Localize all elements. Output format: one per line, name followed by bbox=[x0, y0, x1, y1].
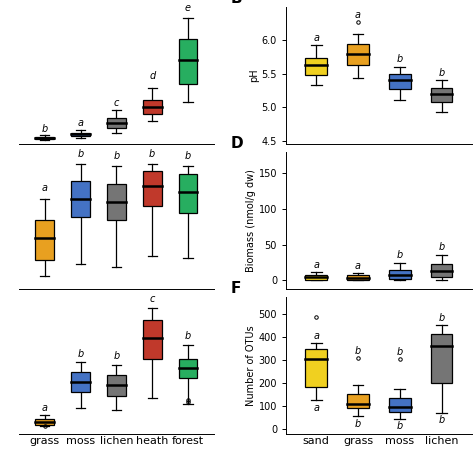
Text: b: b bbox=[113, 352, 119, 362]
FancyBboxPatch shape bbox=[36, 419, 54, 425]
FancyBboxPatch shape bbox=[71, 372, 90, 392]
FancyBboxPatch shape bbox=[347, 394, 369, 408]
FancyBboxPatch shape bbox=[143, 172, 162, 206]
Text: b: b bbox=[149, 149, 155, 159]
Y-axis label: pH: pH bbox=[249, 69, 259, 82]
Text: b: b bbox=[397, 250, 403, 260]
Text: F: F bbox=[230, 281, 241, 296]
Text: a: a bbox=[42, 183, 48, 193]
Text: b: b bbox=[355, 346, 361, 356]
Text: b: b bbox=[438, 243, 445, 253]
FancyBboxPatch shape bbox=[179, 359, 197, 378]
Y-axis label: Biomass (nmol/g dw): Biomass (nmol/g dw) bbox=[246, 169, 256, 272]
Text: b: b bbox=[42, 124, 48, 134]
Text: b: b bbox=[355, 419, 361, 429]
Text: b: b bbox=[438, 68, 445, 78]
Text: a: a bbox=[42, 402, 48, 412]
FancyBboxPatch shape bbox=[431, 335, 452, 383]
FancyBboxPatch shape bbox=[107, 375, 126, 395]
Text: b: b bbox=[397, 347, 403, 357]
Text: b: b bbox=[397, 55, 403, 64]
FancyBboxPatch shape bbox=[389, 270, 410, 279]
Text: a: a bbox=[313, 260, 319, 270]
FancyBboxPatch shape bbox=[107, 184, 126, 220]
FancyBboxPatch shape bbox=[305, 274, 327, 280]
FancyBboxPatch shape bbox=[179, 39, 197, 84]
Text: b: b bbox=[185, 331, 191, 341]
Text: e: e bbox=[185, 3, 191, 13]
Text: a: a bbox=[313, 33, 319, 43]
FancyBboxPatch shape bbox=[107, 118, 126, 128]
FancyBboxPatch shape bbox=[71, 181, 90, 217]
Text: d: d bbox=[149, 71, 155, 81]
FancyBboxPatch shape bbox=[389, 398, 410, 411]
FancyBboxPatch shape bbox=[347, 45, 369, 65]
Text: b: b bbox=[113, 151, 119, 162]
FancyBboxPatch shape bbox=[143, 100, 162, 114]
Text: a: a bbox=[355, 10, 361, 20]
Text: b: b bbox=[438, 415, 445, 425]
Text: b: b bbox=[77, 349, 84, 359]
Text: a: a bbox=[313, 331, 319, 341]
FancyBboxPatch shape bbox=[305, 58, 327, 75]
FancyBboxPatch shape bbox=[36, 137, 54, 139]
FancyBboxPatch shape bbox=[305, 349, 327, 387]
Y-axis label: Number of OTUs: Number of OTUs bbox=[246, 325, 256, 406]
Text: c: c bbox=[114, 98, 119, 108]
FancyBboxPatch shape bbox=[431, 264, 452, 277]
Text: B: B bbox=[230, 0, 242, 6]
FancyBboxPatch shape bbox=[389, 74, 410, 89]
FancyBboxPatch shape bbox=[143, 320, 162, 359]
Text: b: b bbox=[438, 313, 445, 323]
Text: c: c bbox=[149, 294, 155, 304]
Text: b: b bbox=[185, 151, 191, 161]
FancyBboxPatch shape bbox=[431, 89, 452, 102]
Text: b: b bbox=[77, 149, 84, 159]
Text: a: a bbox=[78, 118, 83, 128]
Text: b: b bbox=[397, 421, 403, 431]
FancyBboxPatch shape bbox=[71, 133, 90, 136]
Text: D: D bbox=[230, 136, 243, 151]
Text: a: a bbox=[313, 403, 319, 413]
FancyBboxPatch shape bbox=[347, 275, 369, 280]
FancyBboxPatch shape bbox=[36, 220, 54, 260]
FancyBboxPatch shape bbox=[179, 173, 197, 213]
Text: a: a bbox=[355, 261, 361, 271]
